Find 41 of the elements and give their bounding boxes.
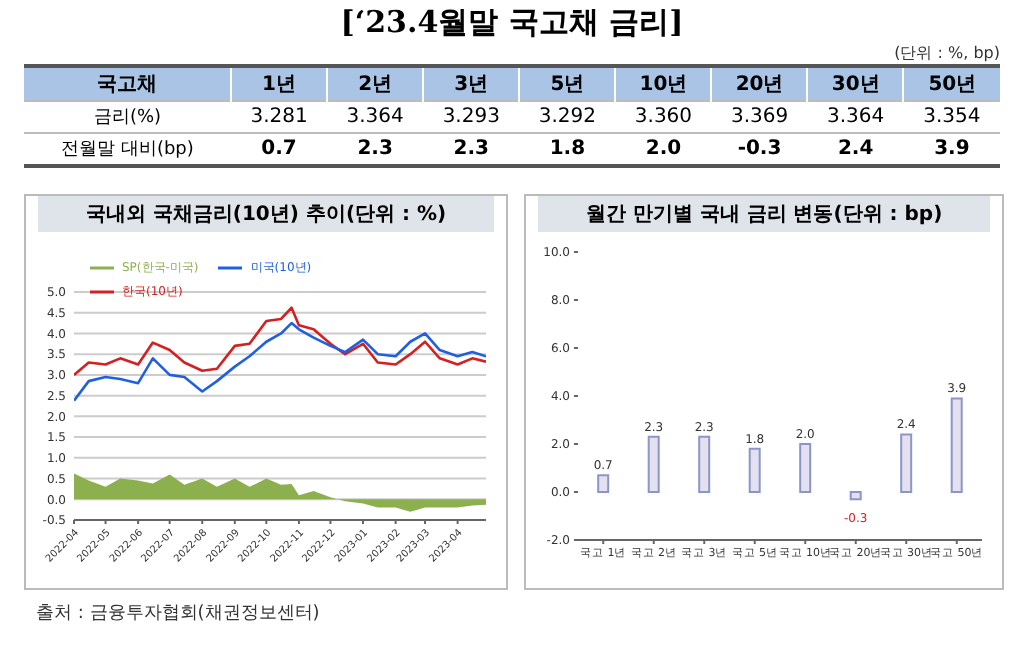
bar (647, 435, 660, 493)
bar (799, 443, 812, 493)
text: [‘23.4월말 국고채 금리] (338, 4, 686, 42)
category-label: 1년 (231, 66, 328, 101)
bar (950, 397, 963, 493)
data-label: 3.364 (825, 104, 887, 132)
text: 금리(%) (91, 106, 164, 132)
category-label: 30년 (807, 66, 904, 101)
data-label: 2.4 (835, 136, 876, 164)
data-label: 2.0 (643, 136, 684, 164)
line-series (74, 321, 486, 402)
bar (597, 474, 610, 493)
data-label: 3.369 (728, 104, 791, 132)
text: (단위 : %, bp) (892, 42, 1000, 64)
data-label: -0.3 (735, 136, 784, 164)
data-label: 0.7 (259, 136, 299, 164)
data-label: 3.364 (344, 104, 406, 132)
data-label: 3.292 (536, 104, 598, 132)
category-label: 5년 (519, 66, 616, 101)
data-label: 3.354 (921, 104, 983, 132)
category-label: 50년 (903, 66, 1000, 101)
bar (748, 447, 761, 493)
category-label: 2년 (327, 66, 424, 101)
data-label: 3.360 (632, 104, 695, 132)
source-note: 출처 : 금융투자협회(채권정보센터) (36, 602, 320, 626)
data-label: 2.3 (451, 136, 491, 164)
data-label: 3.281 (248, 104, 310, 132)
chart-title: 국내외 국채금리(10년) 추이(단위 : %) (38, 196, 494, 232)
data-label: 3.9 (932, 136, 972, 164)
bar (698, 435, 711, 493)
category-label: 3년 (423, 66, 520, 101)
data-label: 1.8 (547, 136, 588, 164)
category-label: 20년 (711, 66, 808, 101)
text: 전월말 대비(bp) (59, 138, 196, 164)
data-label: 3.293 (440, 104, 502, 132)
bar (900, 433, 913, 493)
bar (849, 491, 862, 501)
chart-title: 월간 만기별 국내 금리 변동(단위 : bp) (538, 196, 990, 232)
line-series (74, 306, 486, 377)
data-label: 2.3 (355, 136, 395, 164)
category-label: 10년 (615, 66, 712, 101)
